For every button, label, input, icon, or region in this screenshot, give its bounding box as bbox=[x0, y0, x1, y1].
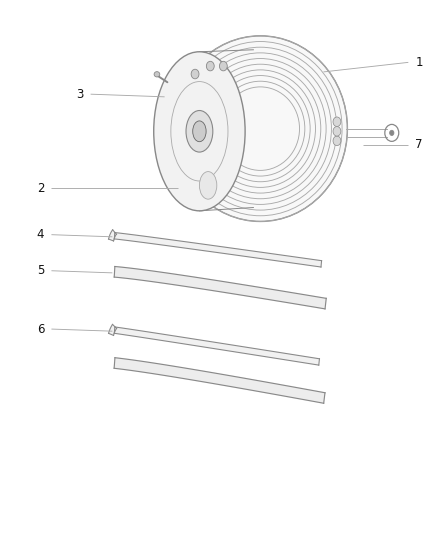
Text: 6: 6 bbox=[37, 322, 44, 336]
Polygon shape bbox=[114, 327, 319, 365]
Ellipse shape bbox=[173, 36, 347, 221]
Polygon shape bbox=[109, 230, 117, 241]
Polygon shape bbox=[114, 266, 326, 309]
Text: 5: 5 bbox=[37, 264, 44, 277]
Ellipse shape bbox=[193, 121, 206, 142]
Circle shape bbox=[333, 126, 341, 136]
Polygon shape bbox=[114, 358, 325, 403]
Circle shape bbox=[206, 61, 214, 71]
Ellipse shape bbox=[186, 110, 213, 152]
Circle shape bbox=[191, 69, 199, 79]
Text: 7: 7 bbox=[416, 138, 423, 151]
Circle shape bbox=[219, 61, 227, 71]
Text: 1: 1 bbox=[416, 56, 423, 69]
Polygon shape bbox=[114, 232, 321, 267]
Text: 3: 3 bbox=[76, 87, 83, 101]
Text: 2: 2 bbox=[37, 182, 44, 195]
Ellipse shape bbox=[154, 52, 245, 211]
Text: 4: 4 bbox=[37, 228, 44, 241]
Circle shape bbox=[333, 117, 341, 126]
Polygon shape bbox=[109, 325, 117, 335]
Ellipse shape bbox=[199, 172, 217, 199]
Circle shape bbox=[333, 136, 341, 146]
Ellipse shape bbox=[154, 71, 160, 77]
Circle shape bbox=[390, 130, 394, 135]
